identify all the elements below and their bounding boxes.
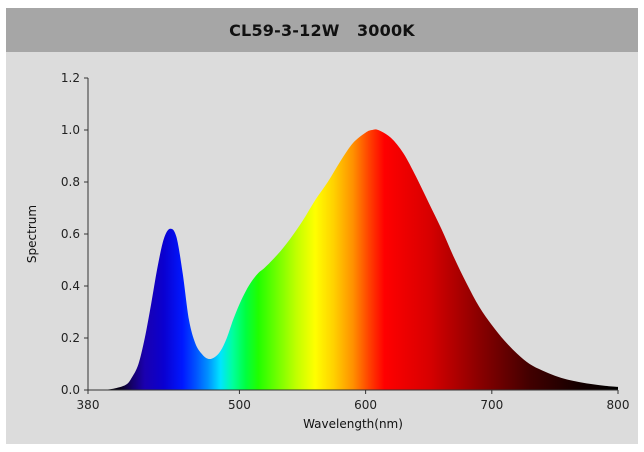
- y-tick-label: 0.2: [61, 331, 80, 345]
- y-tick-label: 1.2: [61, 71, 80, 85]
- y-tick-label: 0.4: [61, 279, 80, 293]
- y-tick-label: 0.0: [61, 383, 80, 397]
- x-axis-label: Wavelength(nm): [303, 417, 403, 431]
- title-bar: CL59-3-12W 3000K: [6, 8, 638, 52]
- spectrum-chart: 0.0 0.2 0.4 0.6 0.8 1.0 1.2 380 500 600 700 800 Spe…: [25, 71, 630, 431]
- y-tick-label: 1.0: [61, 123, 80, 137]
- chart-frame: CL59-3-12W 3000K 0.0 0.2 0.4 0.6 0.8 1.0 1.2 38…: [6, 8, 638, 444]
- spectrum-area: [88, 129, 618, 390]
- x-tick-label: 380: [77, 398, 100, 412]
- y-tick-label: 0.8: [61, 175, 80, 189]
- x-tick-label: 500: [228, 398, 251, 412]
- chart-title: CL59-3-12W 3000K: [229, 20, 415, 40]
- x-tick-label: 700: [480, 398, 503, 412]
- x-tick-label: 800: [607, 398, 630, 412]
- y-axis-label: Spectrum: [25, 205, 39, 263]
- plot-area: 0.0 0.2 0.4 0.6 0.8 1.0 1.2 380 500 600 700 800: [61, 71, 630, 412]
- x-tick-label: 600: [354, 398, 377, 412]
- y-tick-label: 0.6: [61, 227, 80, 241]
